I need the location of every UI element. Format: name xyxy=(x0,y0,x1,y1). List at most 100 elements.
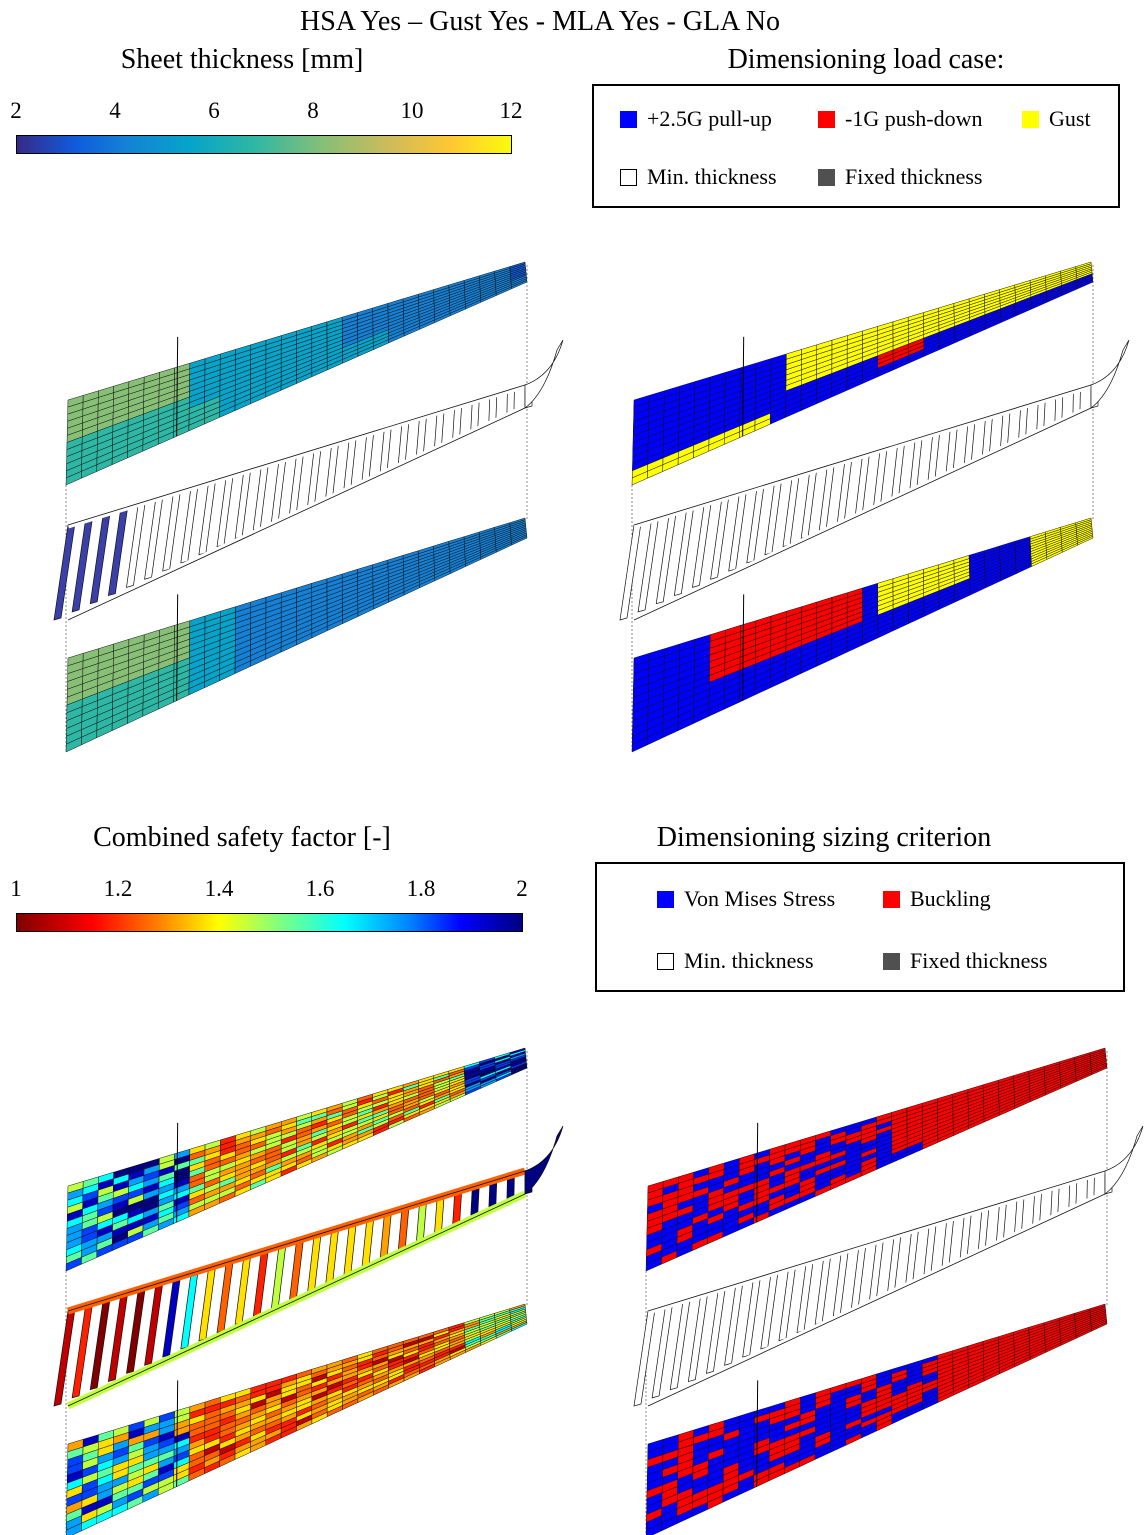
safety-rib xyxy=(307,1233,322,1293)
thickness-rib xyxy=(234,468,252,539)
safety-colorbar xyxy=(16,913,523,932)
safety-rib xyxy=(53,1308,76,1407)
thickness-rib xyxy=(270,457,287,523)
legend-label: -1G push-down xyxy=(845,106,983,131)
loadcase-lower-kink-line xyxy=(742,594,745,701)
safety-rib xyxy=(289,1238,304,1301)
thickness-tick-1: 4 xyxy=(109,98,121,123)
criterion-rib xyxy=(651,1303,674,1399)
safety-rib xyxy=(126,1286,146,1374)
legend-label: Min. thickness xyxy=(647,164,777,189)
criterion-front-spar-edge xyxy=(647,1170,1106,1312)
safety-rib xyxy=(397,1206,410,1252)
loadcase-rib xyxy=(728,490,747,572)
legend-swatch-red xyxy=(818,110,835,128)
legend-label: Min. thickness xyxy=(684,948,814,973)
legend-swatch-yellow xyxy=(1022,110,1039,128)
thickness-rib xyxy=(89,511,111,605)
legend-item-gust: Gust xyxy=(1022,106,1091,132)
thickness-rear-spar-edge xyxy=(67,407,526,621)
thickness-colorbar xyxy=(16,135,512,154)
legend-item-push-down: -1G push-down xyxy=(818,106,983,132)
loadcase-rib xyxy=(945,425,958,474)
legend-item-pull-up: +2.5G pull-up xyxy=(620,106,772,132)
legend-label: Gust xyxy=(1049,106,1091,131)
criterion-lower-kink-line xyxy=(756,1380,759,1487)
thickness-rib xyxy=(343,436,357,491)
loadcase-rib xyxy=(655,511,677,605)
loadcase-rib xyxy=(619,522,642,621)
safety-tick-1: 1.2 xyxy=(103,876,133,901)
safety-rib xyxy=(198,1265,217,1342)
thickness-rib xyxy=(144,495,164,580)
legend-label: Fixed thickness xyxy=(910,948,1048,973)
safety-rib xyxy=(180,1270,199,1350)
safety-rib xyxy=(361,1216,375,1268)
safety-ribs xyxy=(53,1125,564,1410)
criterion-winglet xyxy=(1104,1125,1144,1195)
criterion-rib xyxy=(923,1222,937,1277)
criterion-rib xyxy=(796,1260,814,1334)
loadcase-rib xyxy=(782,474,800,548)
thickness-upper-kink-line xyxy=(176,336,179,437)
loadcase-upper-skin-cell xyxy=(1077,279,1094,290)
criterion-rib xyxy=(687,1292,709,1383)
safety-rib xyxy=(71,1303,94,1399)
thickness-tick-5: 12 xyxy=(499,98,523,123)
criterion-rib xyxy=(724,1281,744,1366)
loadcase-winglet xyxy=(1090,339,1130,409)
safety-rib xyxy=(270,1243,287,1309)
thickness-tick-4: 10 xyxy=(400,98,424,123)
thickness-rib xyxy=(180,484,199,564)
legend-item-von-mises: Von Mises Stress xyxy=(657,886,835,912)
safety-title: Combined safety factor [-] xyxy=(93,822,391,853)
thickness-title: Sheet thickness [mm] xyxy=(120,44,364,75)
criterion-rib xyxy=(832,1249,849,1317)
loadcase-rib xyxy=(746,484,765,564)
thickness-lower-skin xyxy=(65,517,528,753)
legend-swatch-white xyxy=(620,168,637,186)
thickness-rib xyxy=(53,522,76,621)
loadcase-rib xyxy=(637,517,660,613)
thickness-rib xyxy=(162,490,181,572)
loadcase-rib xyxy=(710,495,730,580)
thickness-colorbar-ticks: 2 4 6 8 10 12 xyxy=(0,98,540,128)
safety-rear-spar-edge xyxy=(67,1193,526,1407)
safety-tick-4: 1.8 xyxy=(406,876,436,901)
safety-lower-kink-line xyxy=(176,1380,179,1487)
criterion-upper-skin xyxy=(645,1047,1108,1272)
safety-rib xyxy=(343,1222,357,1277)
thickness-lower-kink-line xyxy=(176,594,179,701)
loadcase-rib xyxy=(800,468,818,539)
loadcase-rib xyxy=(963,420,976,466)
thickness-rib xyxy=(252,463,269,531)
safety-upper-skin xyxy=(65,1047,528,1272)
criterion-rib xyxy=(869,1238,884,1301)
criterion-rib xyxy=(760,1270,779,1350)
thickness-tick-2: 6 xyxy=(208,98,220,123)
safety-upper-skin-cell xyxy=(511,1065,528,1076)
loadcase-front-spar-edge xyxy=(633,384,1092,526)
criterion-rib xyxy=(742,1276,761,1358)
safety-upper-kink-line xyxy=(176,1122,179,1223)
loadcase-rib xyxy=(873,447,888,507)
safety-front-spar-edge xyxy=(67,1170,526,1312)
thickness-tick-0: 2 xyxy=(10,98,22,123)
safety-guides xyxy=(65,1051,528,1535)
loadcase-rib xyxy=(836,457,853,523)
thickness-rib xyxy=(397,420,410,466)
legend-swatch-blue xyxy=(620,110,637,128)
figure-title: HSA Yes – Gust Yes - MLA Yes - GLA No xyxy=(299,6,781,37)
legend-label: Buckling xyxy=(910,886,991,911)
loadcase-rib xyxy=(855,452,870,515)
load-case-title: Dimensioning load case: xyxy=(727,44,1005,75)
thickness-rib xyxy=(216,474,234,548)
loadcase-rib xyxy=(891,441,906,499)
thickness-tick-3: 8 xyxy=(307,98,319,123)
safety-rib xyxy=(252,1249,269,1317)
criterion-rib xyxy=(778,1265,797,1342)
criterion-rib xyxy=(706,1286,726,1374)
safety-rib xyxy=(216,1260,234,1334)
criterion-ribs xyxy=(633,1125,1144,1410)
